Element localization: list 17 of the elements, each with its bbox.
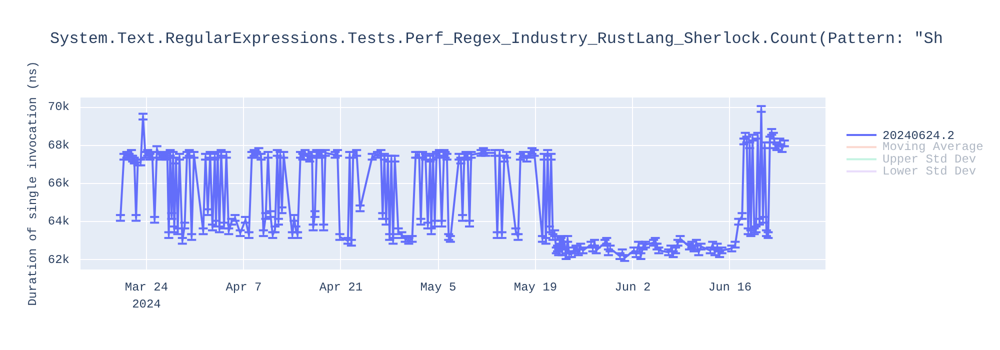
x-tick-label: Apr 21 [319, 280, 363, 294]
y-tick-label: 70k [48, 100, 70, 114]
y-tick-label: 62k [48, 252, 70, 267]
x-tick-label: Mar 24 2024 [124, 280, 168, 312]
legend-label: Lower Std Dev [882, 164, 976, 178]
y-tick-label: 66k [48, 176, 70, 190]
y-tick-label: 68k [48, 138, 70, 152]
chart-title: System.Text.RegularExpressions.Tests.Perf_Regex_Industry_RustLang_Sherlock.Count(Pattern: "Sh [50, 29, 943, 50]
legend-label: Upper Std Dev [882, 152, 976, 166]
x-tick-label: Jun 16 [708, 280, 752, 294]
x-tick-label: Jun 2 [614, 280, 651, 294]
legend-label: Moving Average [882, 140, 984, 154]
x-tick-label: May 5 [420, 280, 456, 294]
x-tick-label: May 19 [514, 280, 558, 294]
y-tick-label: 64k [48, 214, 70, 229]
x-tick-label: Apr 7 [226, 280, 262, 294]
y-axis-title: Duration of single invocation (ns) [26, 61, 40, 306]
